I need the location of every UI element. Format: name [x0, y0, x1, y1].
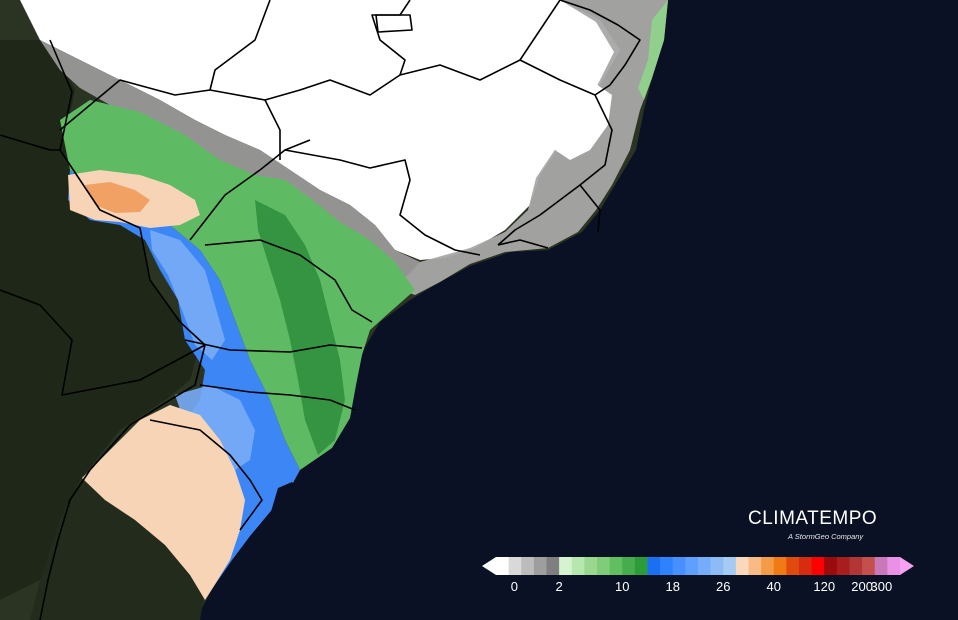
- land-shade-south: [30, 480, 210, 620]
- zone-light-blue-2: [175, 385, 255, 470]
- scale-swatch: [647, 557, 661, 575]
- scale-label: 2: [555, 579, 563, 594]
- border-mg-es: [497, 59, 613, 246]
- scale-swatch: [508, 557, 522, 575]
- precipitation-scale: 0 2 10 18 26 40 120 200 300: [482, 557, 914, 597]
- brand-tagline: A StormGeo Company: [788, 532, 864, 541]
- scale-swatch: [849, 557, 863, 575]
- scale-label: 18: [665, 579, 680, 594]
- scale-label: 40: [766, 579, 781, 594]
- scale-swatch: [710, 557, 724, 575]
- zone-orange-core: [85, 182, 150, 213]
- scale-swatch: [622, 557, 636, 575]
- scale-swatch: [735, 557, 749, 575]
- scale-swatch: [824, 557, 838, 575]
- scale-labels: 0 2 10 18 26 40 120 200 300: [482, 579, 914, 595]
- scale-swatch: [609, 557, 623, 575]
- scale-swatch: [887, 557, 901, 575]
- scale-swatch: [571, 557, 585, 575]
- land-shade-west: [0, 40, 200, 600]
- scale-swatch: [773, 557, 787, 575]
- scale-swatch: [597, 557, 611, 575]
- scale-swatch: [685, 557, 699, 575]
- scale-swatch: [584, 557, 598, 575]
- border-es-rj: [579, 184, 601, 233]
- scale-swatch: [660, 557, 674, 575]
- border-uruguay: [149, 419, 263, 531]
- scale-swatch: [786, 557, 800, 575]
- scale-swatch: [672, 557, 686, 575]
- brand-name: CLIMATEMPO: [748, 508, 878, 529]
- scale-swatch: [496, 557, 510, 575]
- border-argentina-paraguay: [0, 134, 60, 151]
- zone-trace-gray: [395, 0, 668, 295]
- borders: [0, 0, 641, 620]
- scale-swatch: [723, 557, 737, 575]
- scale-arrow-right: [900, 557, 914, 575]
- scale-color-bar: [482, 557, 914, 575]
- scale-label: 0: [510, 579, 518, 594]
- zone-dark-green: [255, 200, 345, 455]
- scale-swatch: [862, 557, 876, 575]
- border-go: [209, 0, 271, 91]
- border-mg-ba: [399, 0, 561, 81]
- lagoon: [262, 482, 300, 535]
- scale-swatch: [634, 557, 648, 575]
- zone-peach-south: [82, 405, 245, 600]
- scale-label: 300: [870, 579, 893, 594]
- border-brazil-west: [39, 39, 206, 620]
- scale-swatch: [799, 557, 813, 575]
- scale-swatch: [748, 557, 762, 575]
- scale-swatch: [836, 557, 850, 575]
- scale-swatch: [698, 557, 712, 575]
- zone-no-rain: [20, 0, 620, 260]
- scale-swatch: [533, 557, 547, 575]
- scale-swatch: [811, 557, 825, 575]
- scale-swatch: [874, 557, 888, 575]
- scale-swatch: [521, 557, 535, 575]
- scale-arrow-left: [482, 557, 496, 575]
- border-df: [375, 14, 413, 33]
- border-pr-sp: [204, 239, 373, 323]
- border-mg-rj: [497, 239, 549, 249]
- border-ms-sp: [189, 139, 311, 241]
- climatempo-logo: CLIMATEMPO A StormGeo Company: [748, 508, 908, 541]
- zone-light-blue: [150, 230, 225, 360]
- scale-label: 120: [813, 579, 836, 594]
- border-paraguay-south: [0, 289, 206, 396]
- border-rs-sc: [199, 384, 356, 411]
- scale-label: 26: [716, 579, 731, 594]
- border-mg-north: [559, 0, 641, 96]
- scale-label: 200: [851, 579, 873, 594]
- scale-swatch: [761, 557, 775, 575]
- scale-label: 10: [615, 579, 630, 594]
- border-sp-mg: [284, 149, 481, 256]
- scale-swatch: [546, 557, 560, 575]
- zone-light-green-coast: [638, 0, 668, 100]
- border-sc-pr: [184, 339, 363, 353]
- scale-swatch: [559, 557, 573, 575]
